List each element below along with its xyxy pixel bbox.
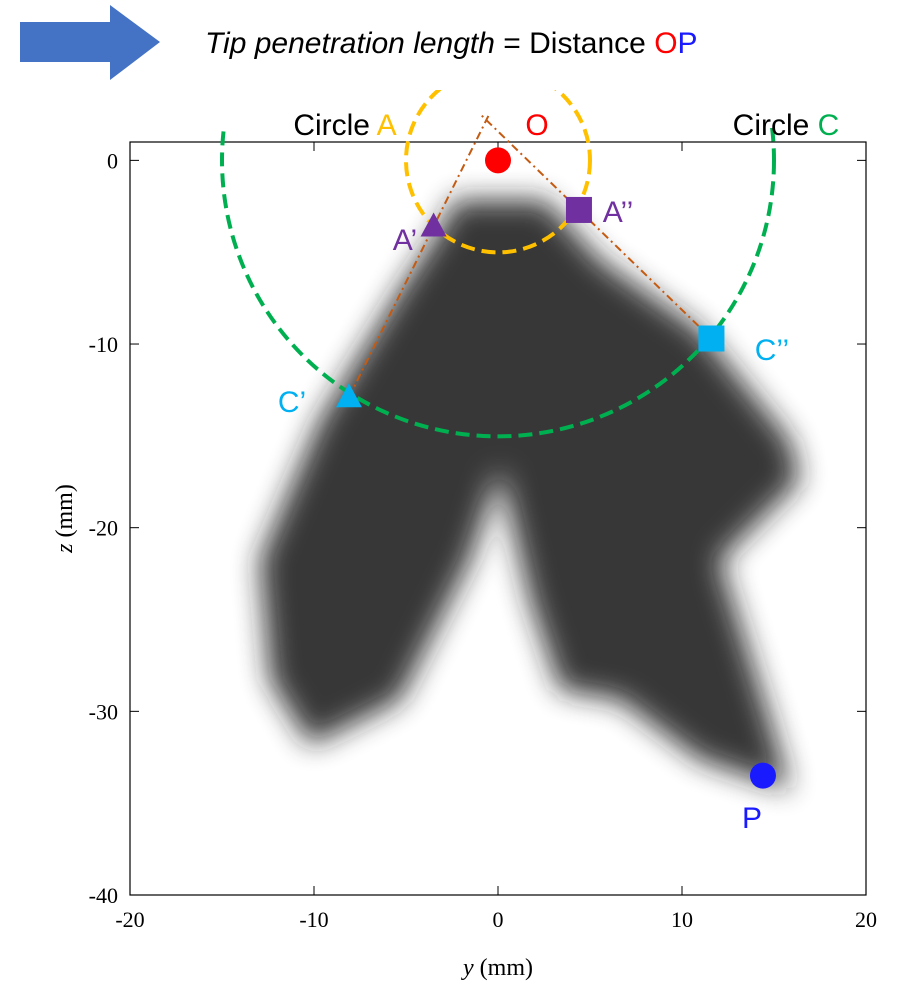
title-part: = Distance (495, 27, 654, 60)
y-axis-var: z (52, 543, 78, 554)
title-part: P (678, 27, 698, 60)
point-label: A’ (393, 224, 417, 257)
y-tick-label: -20 (89, 516, 118, 541)
direction-arrow (20, 5, 160, 80)
y-axis-label: z (mm) (52, 484, 78, 554)
point-label: A’’ (603, 196, 634, 229)
x-tick-label: -10 (299, 907, 328, 932)
title: Tip penetration length = Distance OP (205, 27, 698, 60)
point (420, 212, 447, 237)
y-tick-label: -40 (89, 883, 118, 908)
point-label: P (742, 802, 762, 835)
x-axis-var: y (461, 955, 474, 981)
circle-label: Circle C (733, 109, 840, 142)
y-tick-label: -30 (89, 699, 118, 724)
point (485, 147, 511, 174)
point (749, 762, 776, 789)
circle-letter: A (377, 109, 397, 142)
x-tick-label: 20 (855, 907, 877, 932)
point (335, 383, 362, 408)
x-tick-label: 0 (493, 907, 504, 932)
spray-image (260, 200, 800, 790)
dashed-circle (220, 128, 776, 439)
guide-line (348, 114, 490, 398)
point (698, 325, 725, 352)
circle-name: Circle (293, 109, 376, 142)
y-axis-unit: (mm) (52, 484, 78, 543)
circle-letter: C (818, 109, 840, 142)
x-axis-label: y (mm) (461, 955, 533, 981)
circle-label: Circle A (293, 109, 396, 142)
y-tick-label: -10 (89, 332, 118, 357)
dashed-circle (404, 90, 592, 255)
title-part: Tip penetration length (205, 27, 495, 60)
x-axis-unit: (mm) (474, 955, 533, 981)
x-tick-label: 10 (671, 907, 693, 932)
point-label: C’ (278, 386, 306, 419)
x-tick-label: -20 (115, 907, 144, 932)
circle-name: Circle (733, 109, 818, 142)
y-tick-label: 0 (107, 148, 118, 173)
title-part: O (654, 27, 677, 60)
point-label: O (525, 109, 548, 142)
point-label: C’’ (755, 334, 789, 367)
point (565, 196, 592, 223)
